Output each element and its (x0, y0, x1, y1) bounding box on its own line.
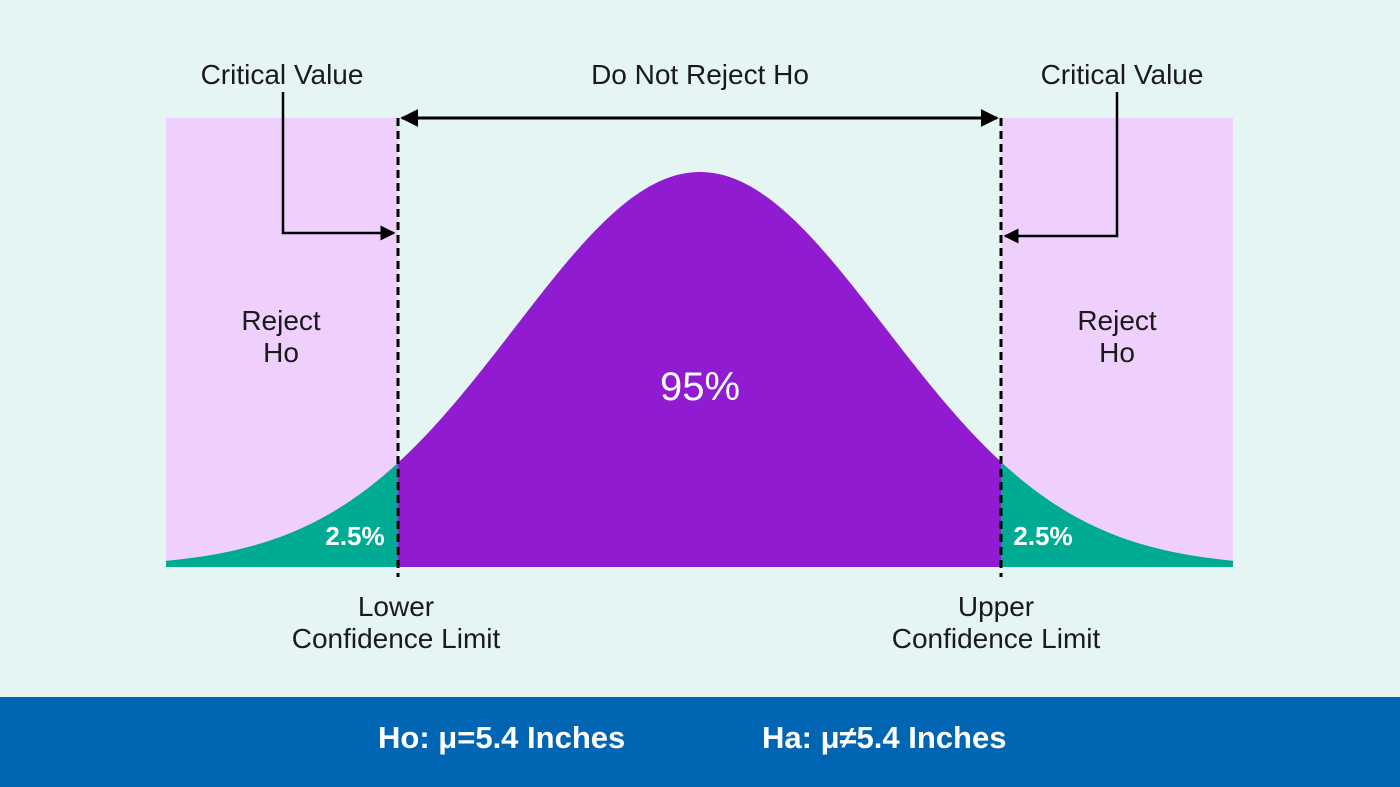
reject-right-label-line2: Ho (1099, 337, 1135, 368)
reject-right-label-line1: Reject (1077, 305, 1157, 336)
critical-value-left-label: Critical Value (201, 59, 364, 90)
critical-value-left-pointer (281, 92, 396, 241)
lower-limit-label-line2: Confidence Limit (292, 623, 501, 654)
hypothesis-footer: Ho: μ=5.4 Inches Ha: μ≠5.4 Inches (0, 697, 1400, 787)
alternative-hypothesis-text: Ha: μ≠5.4 Inches (762, 720, 1007, 755)
right-tail-area (1001, 461, 1233, 567)
upper-limit-label-line1: Upper (958, 591, 1034, 622)
center-area (398, 172, 1001, 567)
upper-limit-label-line2: Confidence Limit (892, 623, 1101, 654)
hypothesis-test-diagram: Critical Value Critical Value Do Not Rej… (166, 59, 1233, 654)
tail-left-percent-label: 2.5% (325, 521, 384, 551)
reject-left-label-line2: Ho (263, 337, 299, 368)
null-hypothesis-text: Ho: μ=5.4 Inches (378, 720, 626, 755)
critical-value-right-pointer (1003, 92, 1119, 244)
center-percent-label: 95% (660, 365, 740, 409)
left-tail-area (166, 462, 398, 567)
lower-limit-label-line1: Lower (358, 591, 434, 622)
reject-left-label-line1: Reject (241, 305, 321, 336)
do-not-reject-label: Do Not Reject Ho (591, 59, 809, 90)
tail-right-percent-label: 2.5% (1013, 521, 1072, 551)
critical-value-right-label: Critical Value (1041, 59, 1204, 90)
